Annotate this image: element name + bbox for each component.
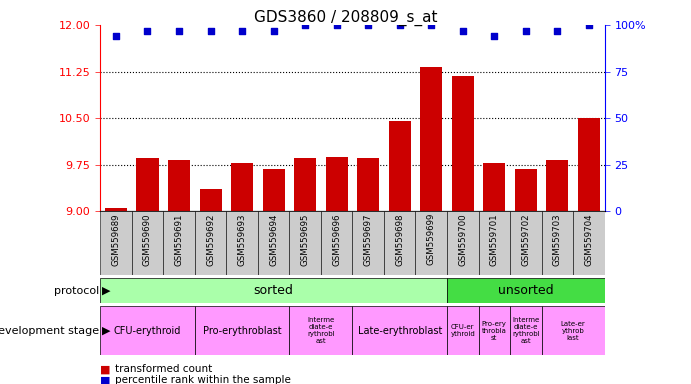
- Bar: [447, 278, 605, 303]
- Bar: [231, 163, 253, 211]
- Bar: [384, 211, 415, 275]
- Text: GSM559689: GSM559689: [111, 213, 120, 266]
- Bar: [510, 306, 542, 355]
- Text: GSM559690: GSM559690: [143, 213, 152, 266]
- Text: GDS3860 / 208809_s_at: GDS3860 / 208809_s_at: [254, 10, 437, 26]
- Text: development stage: development stage: [0, 326, 99, 336]
- Text: sorted: sorted: [254, 285, 294, 297]
- Bar: [263, 169, 285, 211]
- Text: GSM559691: GSM559691: [175, 213, 184, 266]
- Text: GSM559703: GSM559703: [553, 213, 562, 266]
- Bar: [100, 278, 447, 303]
- Text: GSM559696: GSM559696: [332, 213, 341, 266]
- Point: [236, 28, 247, 34]
- Point: [457, 28, 468, 34]
- Bar: [352, 211, 384, 275]
- Bar: [420, 67, 442, 211]
- Bar: [447, 306, 478, 355]
- Point: [268, 28, 279, 34]
- Bar: [227, 211, 258, 275]
- Text: GSM559698: GSM559698: [395, 213, 404, 266]
- Text: GSM559702: GSM559702: [521, 213, 530, 266]
- Bar: [321, 211, 352, 275]
- Point: [205, 28, 216, 34]
- Bar: [200, 189, 222, 211]
- Text: GSM559701: GSM559701: [490, 213, 499, 266]
- Point: [142, 28, 153, 34]
- Bar: [100, 211, 132, 275]
- Bar: [483, 164, 505, 211]
- Text: Late-erythroblast: Late-erythroblast: [357, 326, 442, 336]
- Text: GSM559699: GSM559699: [427, 213, 436, 265]
- Text: GSM559704: GSM559704: [585, 213, 594, 266]
- Text: ■: ■: [100, 364, 111, 374]
- Point: [111, 33, 122, 39]
- Bar: [290, 211, 321, 275]
- Bar: [195, 306, 290, 355]
- Bar: [542, 211, 573, 275]
- Bar: [573, 211, 605, 275]
- Bar: [100, 306, 195, 355]
- Bar: [290, 306, 352, 355]
- Text: GSM559697: GSM559697: [363, 213, 372, 266]
- Point: [552, 28, 563, 34]
- Bar: [478, 306, 510, 355]
- Bar: [105, 208, 127, 211]
- Point: [394, 22, 405, 28]
- Bar: [447, 211, 478, 275]
- Bar: [578, 118, 600, 211]
- Text: ■: ■: [100, 375, 111, 384]
- Text: GSM559692: GSM559692: [206, 213, 215, 266]
- Text: percentile rank within the sample: percentile rank within the sample: [115, 375, 292, 384]
- Text: unsorted: unsorted: [498, 285, 553, 297]
- Text: ▶: ▶: [102, 286, 110, 296]
- Bar: [195, 211, 226, 275]
- Bar: [415, 211, 447, 275]
- Text: ▶: ▶: [102, 326, 110, 336]
- Bar: [515, 169, 537, 211]
- Text: Pro-erythroblast: Pro-erythroblast: [202, 326, 281, 336]
- Point: [583, 22, 594, 28]
- Bar: [510, 211, 542, 275]
- Text: transformed count: transformed count: [115, 364, 213, 374]
- Point: [173, 28, 184, 34]
- Point: [363, 22, 374, 28]
- Bar: [132, 211, 163, 275]
- Text: GSM559693: GSM559693: [238, 213, 247, 266]
- Text: GSM559694: GSM559694: [269, 213, 278, 266]
- Bar: [357, 159, 379, 211]
- Bar: [258, 211, 290, 275]
- Bar: [352, 306, 447, 355]
- Bar: [294, 159, 316, 211]
- Bar: [547, 160, 569, 211]
- Point: [300, 22, 311, 28]
- Point: [331, 22, 342, 28]
- Bar: [542, 306, 605, 355]
- Bar: [388, 121, 410, 211]
- Text: GSM559700: GSM559700: [458, 213, 467, 266]
- Text: Interme
diate-e
rythrobl
ast: Interme diate-e rythrobl ast: [307, 317, 334, 344]
- Text: Pro-ery
throbla
st: Pro-ery throbla st: [482, 321, 507, 341]
- Bar: [452, 76, 474, 211]
- Text: GSM559695: GSM559695: [301, 213, 310, 266]
- Text: Interme
diate-e
rythrobl
ast: Interme diate-e rythrobl ast: [512, 317, 540, 344]
- Text: CFU-er
ythroid: CFU-er ythroid: [451, 324, 475, 337]
- Text: protocol: protocol: [54, 286, 99, 296]
- Point: [520, 28, 531, 34]
- Point: [426, 22, 437, 28]
- Text: Late-er
ythrob
last: Late-er ythrob last: [560, 321, 585, 341]
- Text: CFU-erythroid: CFU-erythroid: [114, 326, 181, 336]
- Bar: [168, 160, 190, 211]
- Bar: [478, 211, 510, 275]
- Bar: [136, 159, 158, 211]
- Bar: [325, 157, 348, 211]
- Bar: [163, 211, 195, 275]
- Point: [489, 33, 500, 39]
